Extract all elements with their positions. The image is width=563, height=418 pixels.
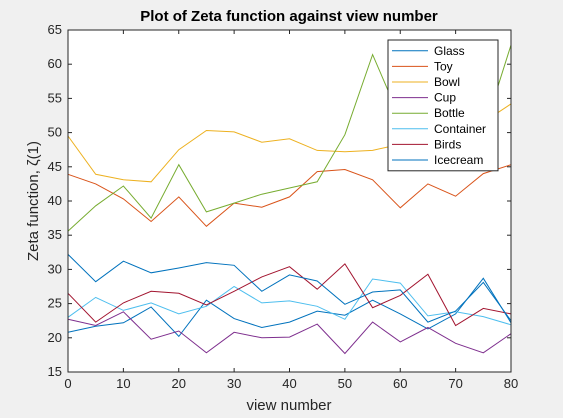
y-axis-label: Zeta function, ζ(1) <box>25 141 42 261</box>
x-tick-label: 60 <box>393 376 407 391</box>
series-lines <box>67 44 512 355</box>
x-tick-label: 20 <box>172 376 186 391</box>
y-tick-label: 50 <box>48 125 62 140</box>
y-tick-label: 30 <box>48 261 62 276</box>
series-line-container <box>67 278 512 326</box>
legend-label-bowl: Bowl <box>434 75 460 89</box>
series-line-cup <box>67 311 512 355</box>
legend-label-cup: Cup <box>434 91 456 105</box>
y-tick-label: 15 <box>48 364 62 379</box>
x-tick-label: 40 <box>282 376 296 391</box>
x-tick-label: 30 <box>227 376 241 391</box>
legend-label-icecream: Icecream <box>434 153 483 167</box>
chart-title: Plot of Zeta function against view numbe… <box>140 8 438 25</box>
y-tick-label: 20 <box>48 330 62 345</box>
axes: 0 10 20 30 40 50 60 70 80 15 20 25 30 35 40 45 50 55 60 65 <box>48 22 519 391</box>
y-tick-label: 60 <box>48 56 62 71</box>
series-line-icecream <box>67 254 512 323</box>
legend-label-toy: Toy <box>434 59 453 73</box>
x-axis-label: view number <box>246 397 331 414</box>
y-tick-label: 35 <box>48 227 62 242</box>
legend-label-bottle: Bottle <box>434 106 465 120</box>
y-tick-label: 40 <box>48 193 62 208</box>
x-tick-label: 80 <box>504 376 518 391</box>
legend-label-container: Container <box>434 122 486 136</box>
x-tick-label: 70 <box>448 376 462 391</box>
y-tick-label: 45 <box>48 159 62 174</box>
x-tick-label: 10 <box>116 376 130 391</box>
y-tick-label: 65 <box>48 22 62 37</box>
legend-label-birds: Birds <box>434 137 461 151</box>
series-line-birds <box>67 263 512 327</box>
legend-label-glass: Glass <box>434 44 465 58</box>
y-tick-label: 25 <box>48 296 62 311</box>
y-tick-label: 55 <box>48 90 62 105</box>
series-line-toy <box>67 164 512 227</box>
legend-box <box>387 39 499 172</box>
x-tick-label: 0 <box>64 376 71 391</box>
series-line-glass <box>67 277 512 338</box>
x-tick-label: 50 <box>338 376 352 391</box>
